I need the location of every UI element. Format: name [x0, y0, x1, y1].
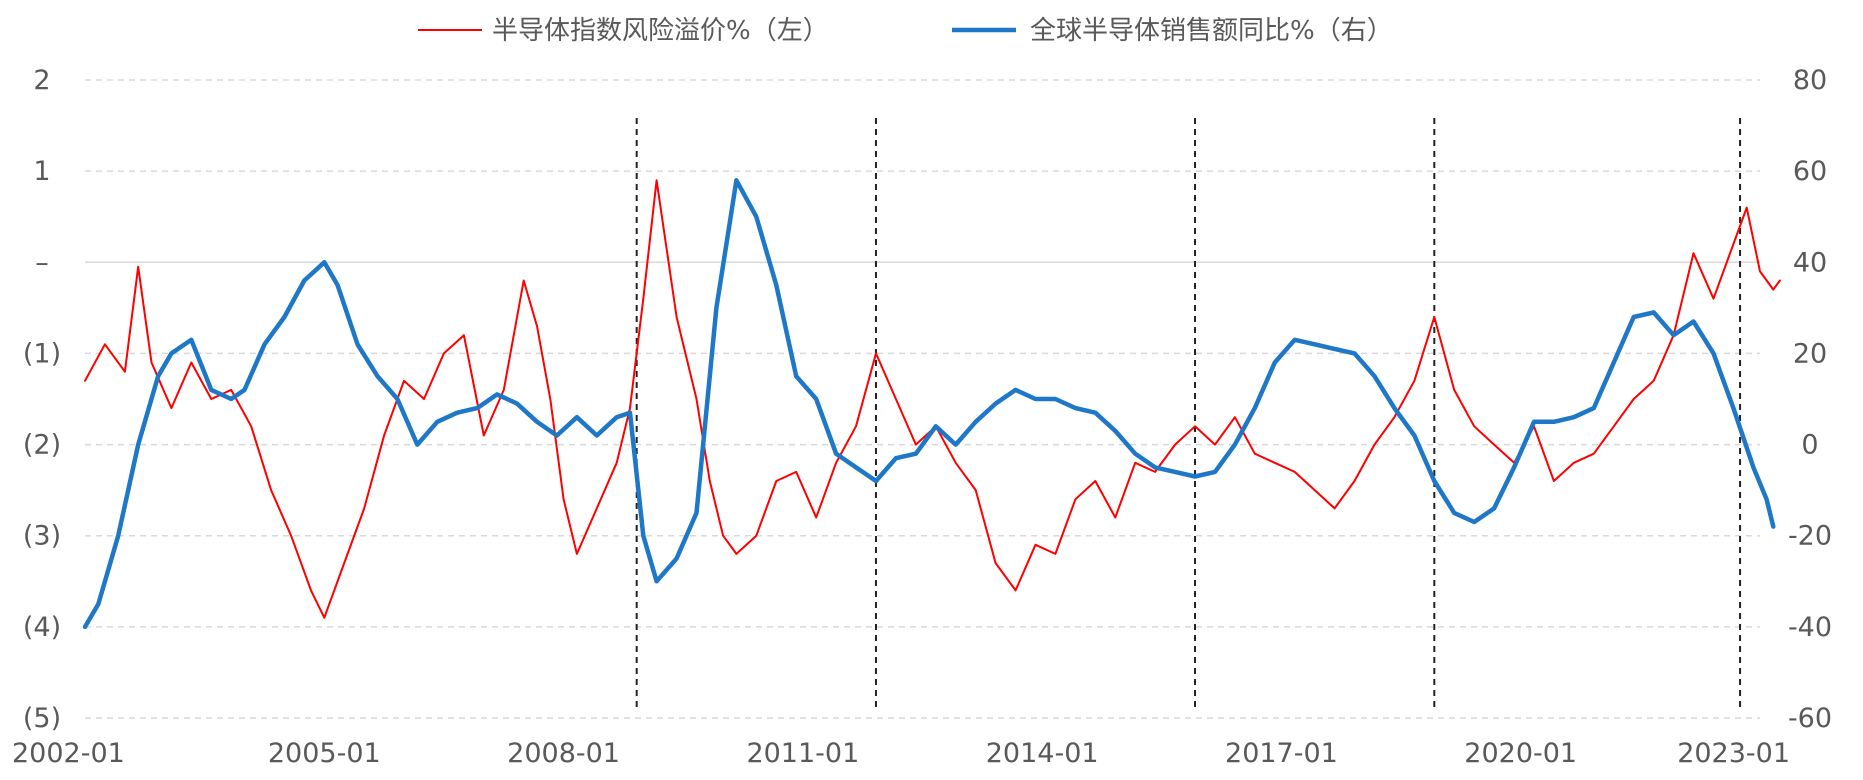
left-tick-label: (4)	[23, 612, 61, 643]
risk-premium-line	[84, 179, 1781, 619]
sales-yoy-line	[82, 178, 1776, 630]
legend-label: 半导体指数风险溢价%（左）	[492, 16, 829, 46]
x-tick-label: 2017-01	[1225, 738, 1338, 769]
right-axis-labels: 80 60 40 20 0 -20 -40 -60	[1788, 65, 1832, 734]
left-tick-label: 1	[33, 156, 50, 187]
left-tick-label: 2	[33, 65, 50, 96]
x-tick-label: 2014-01	[986, 738, 1099, 769]
left-tick-label: (3)	[23, 521, 61, 552]
right-tick-label: 60	[1793, 156, 1827, 187]
right-tick-label: -40	[1788, 612, 1832, 643]
legend-label: 全球半导体销售额同比%（右）	[1030, 16, 1393, 46]
left-tick-label: (2)	[23, 430, 61, 461]
left-axis-labels: 2 1 – (1) (2) (3) (4) (5)	[23, 65, 61, 734]
gridlines	[85, 79, 1760, 719]
x-tick-label: 2023-01	[1677, 738, 1790, 769]
left-tick-label: (1)	[23, 338, 61, 369]
right-tick-label: 80	[1793, 65, 1827, 96]
x-axis-labels: 2002-01 2005-01 2008-01 2011-01 2014-01 2017-…	[12, 738, 1790, 769]
right-tick-label: 40	[1793, 247, 1827, 278]
right-tick-label: 20	[1793, 338, 1827, 369]
x-tick-label: 2020-01	[1464, 738, 1577, 769]
x-tick-label: 2008-01	[507, 738, 620, 769]
legend: 半导体指数风险溢价%（左） 全球半导体销售额同比%（右）	[418, 16, 1393, 46]
x-tick-label: 2011-01	[746, 738, 859, 769]
series-lines	[82, 178, 1781, 630]
x-tick-label: 2005-01	[268, 738, 381, 769]
vertical-markers	[635, 118, 1742, 710]
left-tick-label: (5)	[23, 703, 61, 734]
left-tick-label: –	[35, 247, 49, 278]
right-tick-label: -60	[1788, 703, 1832, 734]
right-tick-label: -20	[1788, 521, 1832, 552]
right-tick-label: 0	[1801, 430, 1818, 461]
x-tick-label: 2002-01	[12, 738, 125, 769]
